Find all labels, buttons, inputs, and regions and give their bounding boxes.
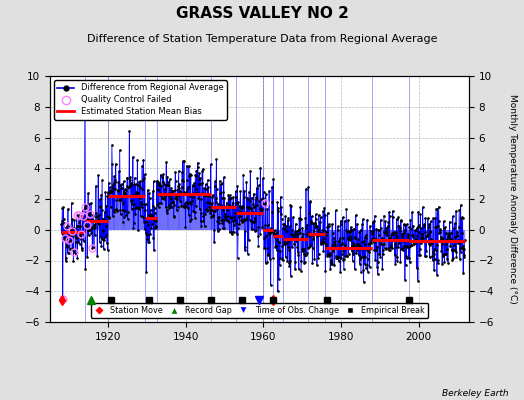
Y-axis label: Monthly Temperature Anomaly Difference (°C): Monthly Temperature Anomaly Difference (… — [508, 94, 517, 304]
Text: Berkeley Earth: Berkeley Earth — [442, 389, 508, 398]
Text: GRASS VALLEY NO 2: GRASS VALLEY NO 2 — [176, 6, 348, 21]
Text: Difference of Station Temperature Data from Regional Average: Difference of Station Temperature Data f… — [87, 34, 437, 44]
Legend: Station Move, Record Gap, Time of Obs. Change, Empirical Break: Station Move, Record Gap, Time of Obs. C… — [91, 302, 428, 318]
